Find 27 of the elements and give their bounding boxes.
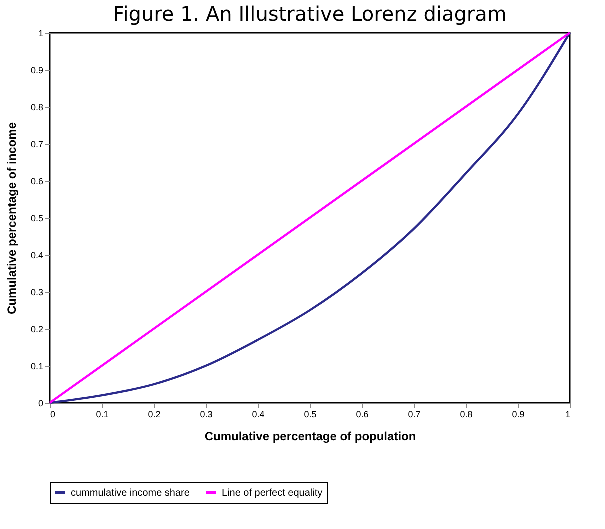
y-tick-label: 0.2 — [30, 324, 44, 334]
y-tick-label: 0.9 — [30, 66, 44, 76]
legend-label: Line of perfect equality — [222, 488, 323, 499]
x-tick-label: 0.9 — [512, 410, 525, 420]
x-tick-label: 0.2 — [148, 410, 161, 420]
y-tick-label: 0.6 — [30, 176, 44, 186]
y-tick-label: 0 — [38, 398, 44, 408]
y-tick-label: 0.4 — [30, 250, 44, 260]
legend-label: cummulative income share — [71, 488, 190, 499]
y-tick-label: 0.8 — [30, 102, 44, 112]
y-tick-label: 0.1 — [30, 362, 44, 372]
x-tick-label: 0.3 — [200, 410, 213, 420]
x-tick-label: 0.8 — [460, 410, 473, 420]
y-tick-label: 0.3 — [30, 288, 44, 298]
x-tick-label: 0.1 — [96, 410, 109, 420]
x-tick-label: 0.7 — [408, 410, 421, 420]
x-tick-label: 0.4 — [252, 410, 265, 420]
x-tick-label: 1 — [565, 410, 570, 420]
chart-title: Figure 1. An Illustrative Lorenz diagram — [113, 2, 507, 26]
x-axis-title: Cumulative percentage of population — [204, 430, 416, 444]
y-tick-label: 1 — [38, 28, 44, 38]
y-tick-label: 0.7 — [30, 140, 44, 150]
x-tick-label: 0 — [50, 410, 56, 420]
y-axis-title: Cumulative percentage of income — [4, 122, 19, 315]
x-tick-label: 0.6 — [356, 410, 369, 420]
y-tick-label: 0.5 — [30, 214, 44, 224]
x-tick-label: 0.5 — [304, 410, 317, 420]
